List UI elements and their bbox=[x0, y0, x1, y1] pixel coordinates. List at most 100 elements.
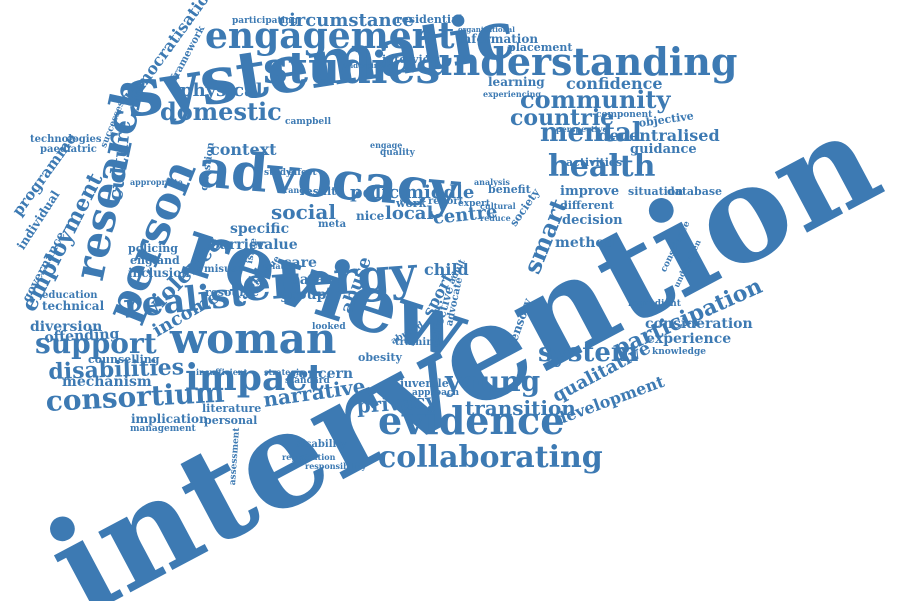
word-transition: transition bbox=[465, 396, 576, 420]
word-reduce: reduce bbox=[480, 213, 511, 223]
word-mental: mental bbox=[540, 118, 642, 148]
word-range: range bbox=[284, 185, 310, 195]
word-nice: nice bbox=[356, 209, 385, 223]
word-understanding: understanding bbox=[425, 39, 738, 84]
word-experience: experience bbox=[646, 331, 732, 347]
word-england: england bbox=[130, 254, 180, 267]
word-context: context bbox=[210, 140, 277, 159]
word-cultural: cultural bbox=[480, 201, 516, 211]
word-technical: technical bbox=[42, 299, 105, 313]
word-misuse: misuse bbox=[204, 264, 244, 275]
word-standard: standard bbox=[285, 376, 330, 386]
word-health: health bbox=[548, 149, 656, 184]
word-perspective: perspective bbox=[556, 124, 608, 134]
word-looked: looked bbox=[312, 322, 346, 332]
word-collaborating: collaborating bbox=[378, 440, 603, 475]
word-experiencing: experiencing bbox=[483, 89, 542, 99]
word-quality: quality bbox=[380, 148, 415, 158]
word-study: study bbox=[264, 168, 292, 178]
word-mechanism: mechanism bbox=[62, 374, 152, 390]
word-organisational: organisational bbox=[458, 25, 515, 34]
word-different: different bbox=[560, 199, 614, 212]
word-engage: engage bbox=[370, 140, 403, 150]
word-care: care bbox=[283, 255, 317, 271]
word-underpinning: underpinning bbox=[343, 61, 397, 70]
word-information: information bbox=[458, 32, 539, 46]
word-engagement: engagement bbox=[205, 15, 455, 57]
word-domestic: domestic bbox=[160, 97, 282, 126]
word-placement: placement bbox=[508, 41, 573, 54]
word-benefit: benefit bbox=[488, 183, 531, 196]
word-diversion: diversion bbox=[30, 319, 103, 335]
word-learning: learning bbox=[488, 75, 545, 89]
word-component: component bbox=[596, 110, 653, 120]
word-appropriate: appropriate bbox=[130, 177, 183, 187]
word-report: report bbox=[428, 196, 464, 207]
word-juvenile: juvenile bbox=[400, 377, 449, 390]
word-ingredient: ingredient bbox=[628, 299, 681, 309]
word-situation: situation bbox=[628, 185, 684, 198]
word-policing: policing bbox=[128, 242, 178, 255]
word-local: local bbox=[385, 203, 434, 224]
word-consideration: consideration bbox=[645, 316, 753, 332]
word-campbell: campbell bbox=[285, 117, 331, 127]
word-participating: participating bbox=[232, 16, 298, 26]
word-effect: effect bbox=[288, 168, 317, 178]
word-registration: registration bbox=[282, 452, 336, 462]
word-policy: policy bbox=[350, 182, 410, 203]
word-residential: residential bbox=[396, 13, 463, 26]
word-counselling: counselling bbox=[88, 353, 160, 366]
word-woman: woman bbox=[170, 314, 337, 363]
word-specific: specific bbox=[230, 221, 290, 237]
word-group: group bbox=[280, 287, 327, 303]
word-related: related bbox=[263, 261, 295, 271]
word-support: support bbox=[35, 327, 157, 360]
word-disability: disability bbox=[295, 439, 347, 450]
word-personal: personal bbox=[204, 414, 258, 427]
word-responsibility: responsibility bbox=[305, 461, 367, 471]
word-knowledge: knowledge bbox=[652, 347, 706, 357]
word-data: data bbox=[290, 272, 325, 288]
word-database: database bbox=[667, 185, 723, 198]
word-decision: decision bbox=[562, 213, 623, 228]
word-middle: middle bbox=[405, 182, 475, 203]
word-work: work bbox=[396, 197, 427, 210]
word-management: management bbox=[130, 424, 196, 434]
word-concern: concern bbox=[290, 366, 354, 382]
word-training: training bbox=[395, 337, 441, 348]
word-value: value bbox=[256, 237, 298, 253]
word-strategic: strategic bbox=[264, 367, 304, 377]
word-activities: activities bbox=[566, 156, 623, 169]
word-inclusion: inclusion bbox=[128, 266, 190, 280]
word-countrie: countrie bbox=[510, 105, 615, 131]
word-insufficient: insufficient bbox=[196, 367, 248, 377]
word-community: community bbox=[520, 85, 671, 114]
word-child: child bbox=[424, 260, 469, 279]
word-circumstance: circumstance bbox=[278, 10, 414, 31]
word-physical: physical bbox=[180, 80, 263, 101]
word-studies: studies bbox=[263, 43, 441, 94]
word-method: method bbox=[555, 235, 615, 251]
word-result: result bbox=[300, 185, 337, 198]
word-improve: improve bbox=[560, 184, 620, 199]
word-approach: approach bbox=[412, 388, 460, 398]
word-obesity: obesity bbox=[358, 351, 402, 364]
word-resource: resource bbox=[205, 286, 259, 299]
word-system: system bbox=[538, 338, 639, 368]
word-literature: literature bbox=[202, 402, 262, 415]
word-analysis: analysis bbox=[474, 177, 510, 187]
word-expert: expert bbox=[458, 199, 491, 209]
word-education: education bbox=[42, 290, 98, 301]
word-barrier: barrier bbox=[210, 237, 266, 253]
word-interview: interview bbox=[382, 53, 440, 66]
word-impact: impact bbox=[185, 357, 324, 399]
word-technologies: technologies bbox=[30, 134, 102, 145]
word-evidence: evidence bbox=[378, 398, 565, 443]
word-implication: implication bbox=[131, 412, 208, 426]
word-young: young bbox=[445, 365, 541, 398]
word-guidance: guidance bbox=[630, 142, 697, 157]
word-meta: meta bbox=[318, 219, 347, 230]
word-paediatric: paediatric bbox=[40, 144, 97, 155]
word-social: social bbox=[271, 200, 336, 224]
